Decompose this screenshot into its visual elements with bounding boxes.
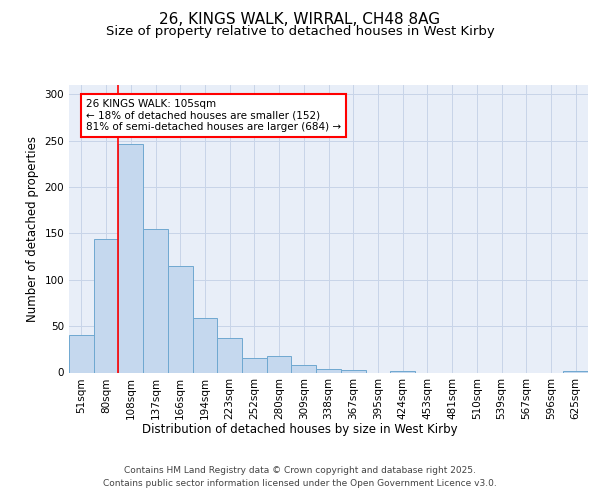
Bar: [143, 229, 168, 372]
Text: 26, KINGS WALK, WIRRAL, CH48 8AG: 26, KINGS WALK, WIRRAL, CH48 8AG: [160, 12, 440, 28]
Text: Contains HM Land Registry data © Crown copyright and database right 2025.
Contai: Contains HM Land Registry data © Crown c…: [103, 466, 497, 487]
Text: Distribution of detached houses by size in West Kirby: Distribution of detached houses by size …: [142, 422, 458, 436]
Bar: [563, 370, 588, 372]
Bar: [69, 336, 94, 372]
Y-axis label: Number of detached properties: Number of detached properties: [26, 136, 39, 322]
Bar: [217, 338, 242, 372]
Bar: [341, 370, 365, 372]
Bar: [193, 318, 217, 372]
Text: 26 KINGS WALK: 105sqm
← 18% of detached houses are smaller (152)
81% of semi-det: 26 KINGS WALK: 105sqm ← 18% of detached …: [86, 99, 341, 132]
Bar: [316, 369, 341, 372]
Bar: [118, 144, 143, 372]
Bar: [292, 365, 316, 372]
Bar: [168, 266, 193, 372]
Bar: [242, 358, 267, 372]
Text: Size of property relative to detached houses in West Kirby: Size of property relative to detached ho…: [106, 25, 494, 38]
Bar: [390, 370, 415, 372]
Bar: [267, 356, 292, 372]
Bar: [94, 239, 118, 372]
